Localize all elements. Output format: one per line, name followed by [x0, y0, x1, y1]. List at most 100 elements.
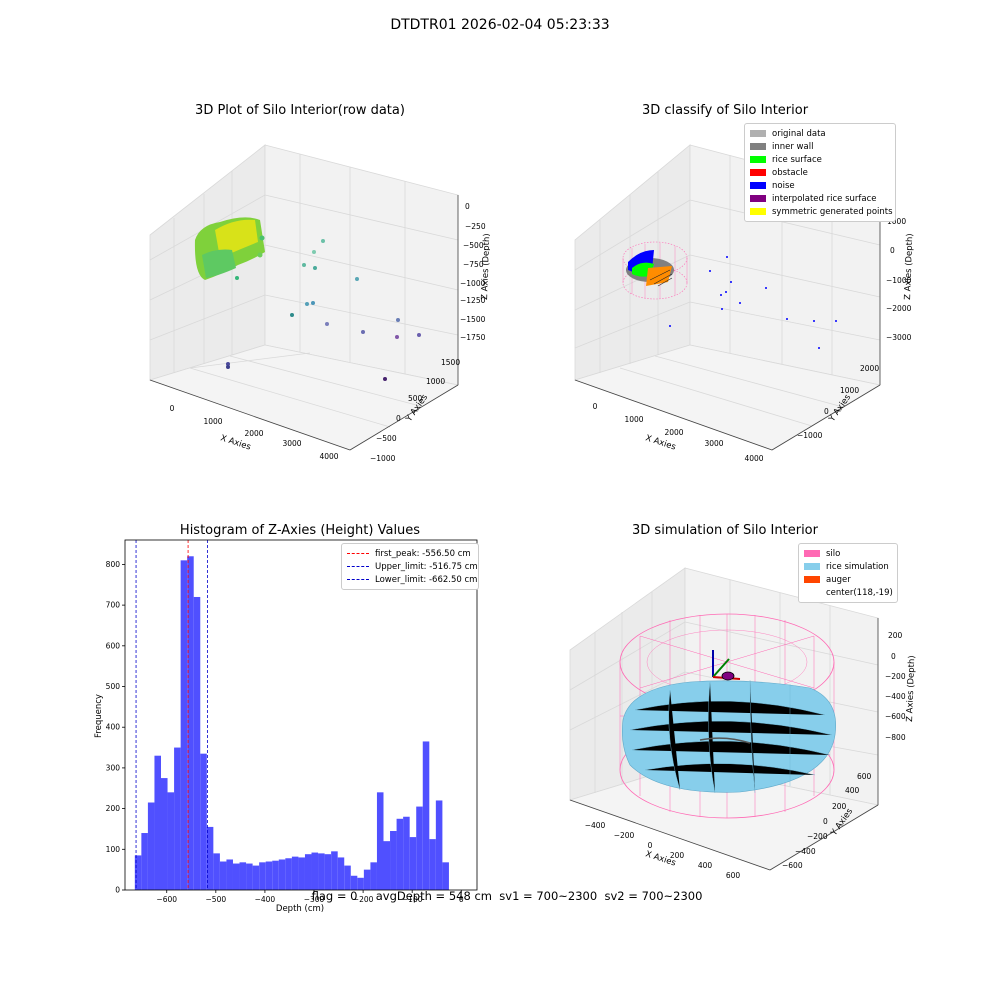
- histogram-bar: [416, 806, 423, 890]
- plot1-ztick: −1250: [460, 296, 486, 305]
- histogram-bar: [435, 800, 443, 890]
- legend-line: [347, 566, 369, 567]
- legend-entry: obstacle: [750, 166, 890, 179]
- plot4-xtick: −200: [614, 831, 635, 840]
- plot4-ztick: 0: [891, 652, 896, 661]
- plot4-simulation: [619, 613, 837, 819]
- histogram-bar: [278, 859, 286, 890]
- plot2-title: 3D classify of Silo Interior: [641, 103, 809, 118]
- legend-label: interpolated rice surface: [772, 193, 877, 204]
- histogram-bar: [291, 856, 299, 890]
- x-tick-label: −600: [156, 895, 177, 904]
- histogram-bar: [226, 859, 233, 890]
- legend-entry: interpolated rice surface: [750, 192, 890, 205]
- plot4-xtick: −400: [585, 821, 606, 830]
- histogram-bar: [206, 826, 214, 890]
- plot1-title: 3D Plot of Silo Interior(row data): [195, 103, 405, 118]
- plot4-ztick: 200: [888, 631, 903, 640]
- legend-label: Lower_limit: -662.50 cm: [375, 574, 478, 585]
- plot1-ztick: −250: [465, 222, 486, 231]
- plot2-classified-points: [622, 241, 837, 349]
- histogram-frame: [124, 539, 478, 891]
- legend-entry: rice simulation: [804, 560, 892, 573]
- histogram-bar: [403, 816, 410, 890]
- legend-entry: symmetric generated points: [750, 205, 893, 218]
- histogram-bar: [180, 560, 188, 890]
- plot4-legend: silo rice simulation auger center(118,-1…: [798, 543, 898, 603]
- histogram-title: Histogram of Z-Axies (Height) Values: [179, 523, 421, 538]
- histogram-bar: [422, 741, 430, 890]
- x-tick-label: −500: [206, 895, 227, 904]
- y-tick-label: 700: [106, 601, 121, 610]
- plot4-title: 3D simulation of Silo Interior: [632, 523, 818, 538]
- legend-label: auger: [826, 574, 851, 585]
- plot1-xtick: 1000: [203, 417, 222, 426]
- x-tick-label: −100: [402, 895, 423, 904]
- histogram-bar: [187, 556, 194, 890]
- plot2-zlabel: Z Axies (Depth): [903, 233, 915, 300]
- y-tick-label: 400: [106, 723, 121, 732]
- legend-line: [347, 579, 369, 580]
- histogram-bar: [174, 747, 181, 890]
- histogram-xlabel: Depth (cm): [276, 904, 324, 914]
- legend-label: noise: [772, 180, 795, 191]
- histogram-bar: [390, 830, 397, 890]
- plot4-3d-axes: −400 −200 0 200 400 600 −600 −400 −200 0…: [568, 567, 917, 880]
- legend-label: rice surface: [772, 154, 822, 165]
- plot2-ztick: 0: [890, 246, 895, 255]
- plot1-scatter-points: [194, 217, 421, 381]
- plot1-xtick: 2000: [244, 429, 263, 438]
- legend-swatch: [804, 563, 820, 570]
- histogram-bar: [239, 862, 247, 890]
- legend-label: inner wall: [772, 141, 814, 152]
- x-tick-label: −300: [304, 895, 325, 904]
- plot1-ytick: 1000: [426, 377, 445, 386]
- plot4-ytick: −200: [807, 832, 828, 841]
- histogram-legend: first_peak: -556.50 cm Upper_limit: -516…: [341, 543, 479, 590]
- figure-suptitle: DTDTR01 2026-02-04 05:23:33: [390, 17, 610, 33]
- plot4-ytick: 600: [857, 772, 872, 781]
- legend-label: rice simulation: [826, 561, 889, 572]
- legend-entry: auger: [804, 573, 892, 586]
- histogram-bar: [363, 869, 371, 890]
- plot4-ytick: −400: [795, 847, 816, 856]
- histogram-bar: [160, 778, 168, 890]
- legend-swatch: [750, 182, 766, 189]
- plot1-ztick: −1000: [460, 279, 486, 288]
- plot1-ytick: 0: [396, 414, 401, 423]
- plot1-3d-axes: 0 1000 2000 3000 4000 −1000 −500 0 500 1…: [148, 144, 490, 463]
- histogram-bar: [429, 839, 436, 890]
- legend-swatch: [750, 130, 766, 137]
- histogram-axes-frame: [124, 539, 478, 891]
- plot1-ytick: 500: [408, 394, 423, 403]
- plot4-ytick: 200: [832, 802, 847, 811]
- plot2-legend: original data inner wall rice surface ob…: [744, 123, 896, 222]
- legend-swatch: [804, 576, 820, 583]
- histogram-bar: [219, 861, 227, 890]
- histogram-bar: [324, 854, 332, 890]
- legend-swatch: [750, 169, 766, 176]
- legend-entry: silo: [804, 547, 892, 560]
- histogram-bar: [265, 861, 273, 890]
- histogram-bar: [376, 792, 384, 890]
- plot1-panes: [148, 144, 460, 451]
- legend-label: symmetric generated points: [772, 206, 893, 217]
- plot4-ztick: −600: [885, 712, 906, 721]
- plot2-xtick: 0: [593, 402, 598, 411]
- histogram-bar: [298, 857, 305, 890]
- plot2-ztick: −1000: [886, 276, 912, 285]
- plot2-ytick: 1000: [840, 386, 859, 395]
- plot1-xtick: 0: [170, 404, 175, 413]
- x-tick-label: −400: [255, 895, 276, 904]
- legend-entry: center(118,-19): [804, 586, 893, 599]
- plot2-ztick: 1000: [887, 217, 906, 226]
- plot4-xtick: 400: [698, 861, 713, 870]
- histogram-bar: [337, 857, 345, 890]
- histogram-bar: [370, 862, 377, 890]
- legend-entry: inner wall: [750, 140, 890, 153]
- histogram-bar: [357, 877, 364, 890]
- legend-swatch: [750, 208, 766, 215]
- y-tick-label: 300: [106, 763, 121, 772]
- histogram-bar: [409, 837, 417, 890]
